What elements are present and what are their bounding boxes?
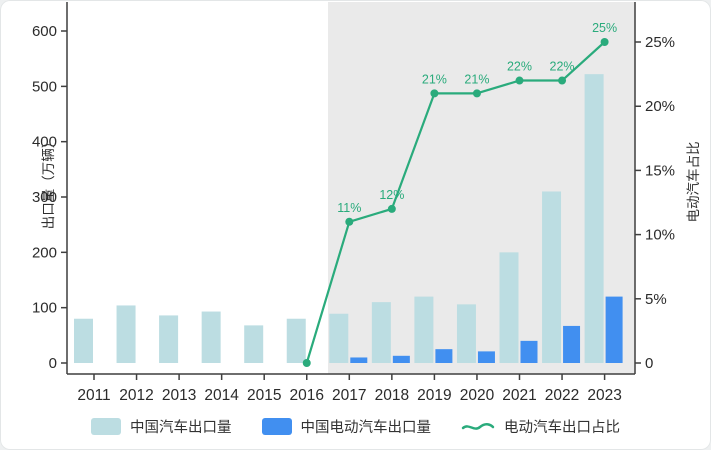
ev-share-point-2020 <box>472 89 481 98</box>
bar-ev-2023 <box>605 296 623 363</box>
bar-total-2023 <box>584 74 604 363</box>
bar-ev-2017 <box>350 357 368 363</box>
x-tick-label-2012: 2012 <box>119 387 153 404</box>
legend-swatch-total-exports <box>91 418 121 435</box>
x-tick-label-2023: 2023 <box>587 387 621 404</box>
y-left-tick-label-0: 0 <box>49 355 57 372</box>
legend-label-ev-exports: 中国电动汽车出口量 <box>300 420 432 436</box>
y-axis-title-left: 出口量（万辆） <box>41 134 56 230</box>
y-left-tick-label-400: 400 <box>32 134 57 151</box>
bar-ev-2019 <box>435 349 453 363</box>
x-tick-label-2013: 2013 <box>162 387 196 404</box>
legend-item-ev-share: 电动汽车出口占比 <box>461 416 620 437</box>
ev-share-value-label-2021: 22% <box>507 60 532 74</box>
y-left-tick-label-100: 100 <box>32 300 57 317</box>
ev-share-point-2021 <box>515 76 524 85</box>
x-tick-label-2019: 2019 <box>417 387 451 404</box>
x-tick-label-2022: 2022 <box>545 387 579 404</box>
x-tick-label-2016: 2016 <box>290 387 324 404</box>
y-right-tick-label-10%: 10% <box>645 227 675 244</box>
ev-share-point-2017 <box>345 217 354 226</box>
ev-share-point-2016 <box>302 359 311 367</box>
legend-label-ev-share: 电动汽车出口占比 <box>504 420 620 436</box>
bar-total-2019 <box>414 296 434 363</box>
ev-share-point-2018 <box>387 204 396 213</box>
ev-share-value-label-2022: 22% <box>550 60 575 74</box>
ev-share-point-2023 <box>600 38 609 46</box>
x-tick-label-2011: 2011 <box>77 387 110 404</box>
x-tick-label-2017: 2017 <box>332 387 366 404</box>
legend-item-ev-exports: 中国电动汽车出口量 <box>261 416 432 437</box>
y-right-tick-label-20%: 20% <box>645 98 675 115</box>
bar-total-2015 <box>244 325 264 363</box>
bar-total-2016 <box>286 318 306 363</box>
y-left-tick-label-500: 500 <box>32 78 57 95</box>
ev-share-value-label-2019: 21% <box>422 72 447 86</box>
ev-share-line <box>305 41 606 364</box>
legend-swatch-ev-exports <box>261 418 292 435</box>
bar-total-2018 <box>371 302 391 363</box>
y-right-tick-label-25%: 25% <box>645 34 675 51</box>
bar-ev-2020 <box>477 351 495 363</box>
bar-total-2022 <box>542 191 562 363</box>
bar-total-2012 <box>116 305 136 363</box>
x-tick-label-2021: 2021 <box>502 387 536 404</box>
y-left-tick-label-600: 600 <box>32 23 57 40</box>
legend-item-total-exports: 中国汽车出口量 <box>91 416 232 437</box>
ev-share-value-label-2018: 12% <box>379 188 404 202</box>
legend-label-total-exports: 中国汽车出口量 <box>130 420 232 436</box>
bar-ev-2021 <box>520 340 538 363</box>
bar-total-2013 <box>159 315 179 363</box>
y-left-tick-label-200: 200 <box>32 244 57 261</box>
ev-share-value-label-2023: 25% <box>592 21 617 35</box>
chart-legend: 中国汽车出口量 中国电动汽车出口量 电动汽车出口占比 <box>0 416 711 437</box>
y-right-tick-label-15%: 15% <box>645 162 675 179</box>
bar-total-2020 <box>456 304 476 363</box>
x-tick-label-2014: 2014 <box>204 387 239 404</box>
legend-line-swatch-icon <box>461 422 495 430</box>
ev-share-value-label-2020: 21% <box>464 72 489 86</box>
ev-share-value-label-2017: 11% <box>337 201 361 215</box>
y-left-tick-label-300: 300 <box>32 189 57 206</box>
bar-total-2014 <box>201 311 221 363</box>
y-right-tick-label-0: 0 <box>645 355 653 372</box>
bar-ev-2022 <box>563 325 581 363</box>
x-tick-label-2018: 2018 <box>375 387 409 404</box>
ev-share-point-2022 <box>558 76 567 85</box>
bar-total-2021 <box>499 252 519 363</box>
y-axis-title-right: 电动汽车占比 <box>686 141 701 223</box>
x-tick-label-2020: 2020 <box>460 387 495 404</box>
bar-total-2017 <box>329 313 349 363</box>
bar-ev-2018 <box>392 355 410 363</box>
bar-total-2011 <box>74 318 93 363</box>
x-tick-label-2015: 2015 <box>247 387 281 404</box>
ev-share-point-2019 <box>430 89 439 98</box>
y-right-tick-label-5%: 5% <box>645 291 667 308</box>
